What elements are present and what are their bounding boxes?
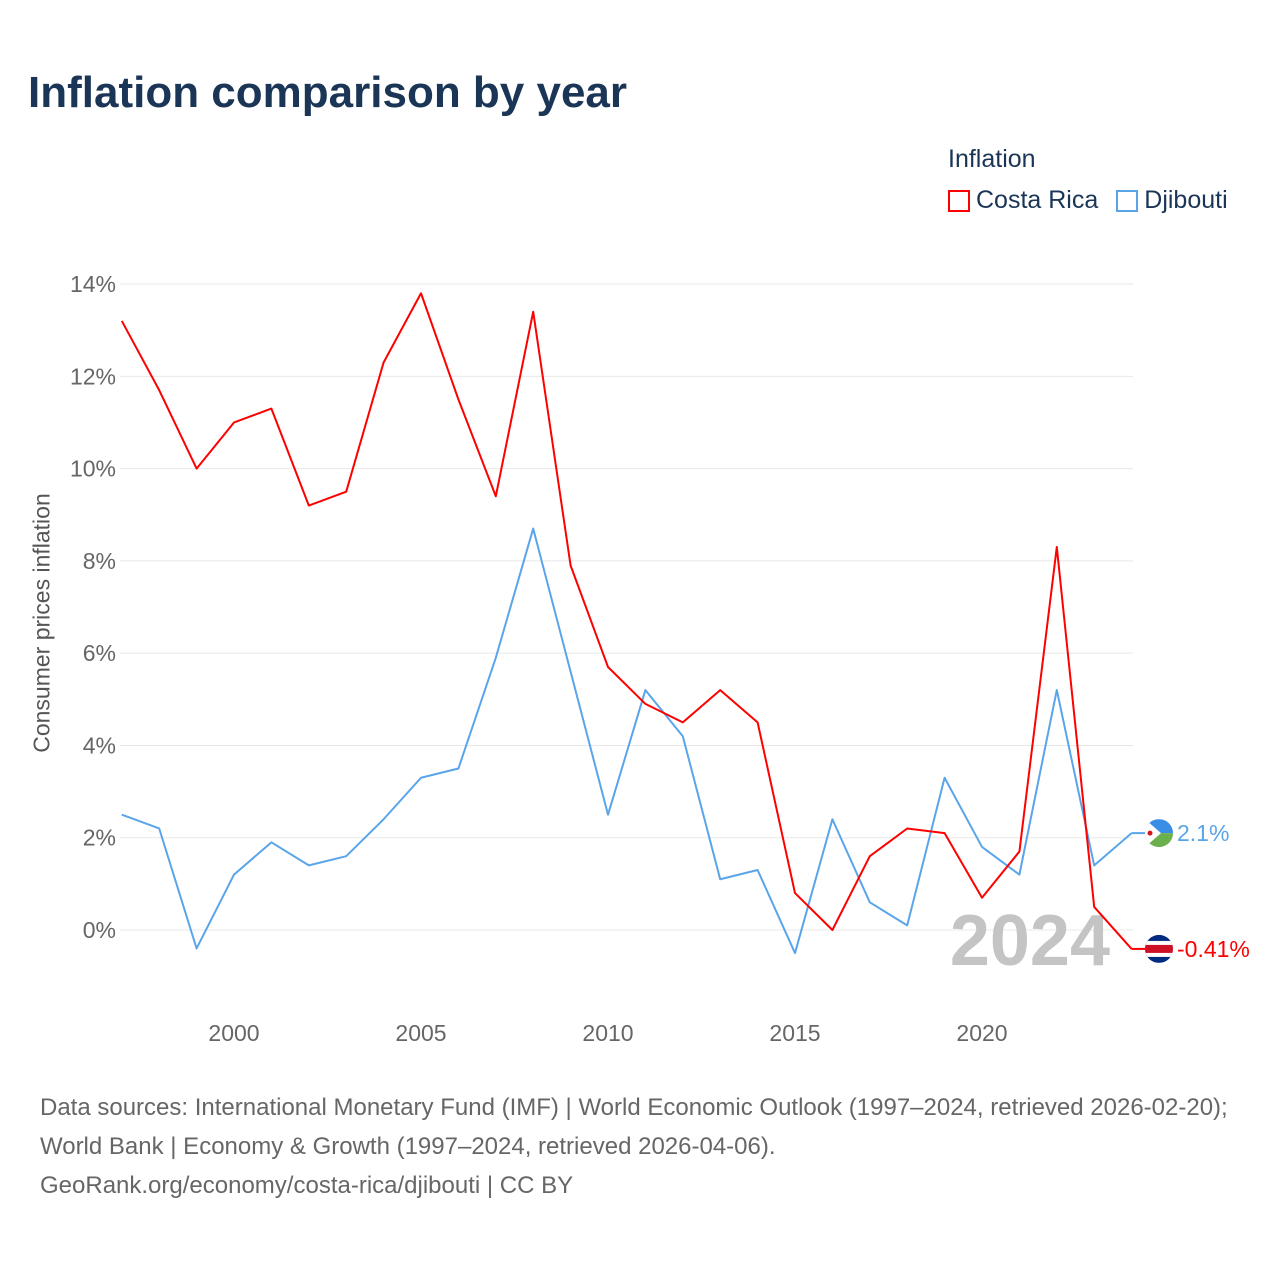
end-value-label: 2.1% bbox=[1177, 820, 1229, 846]
legend-item-djibouti[interactable]: Djibouti bbox=[1116, 186, 1228, 215]
y-tick-label: 6% bbox=[83, 640, 116, 666]
legend-label: Costa Rica bbox=[976, 186, 1099, 214]
y-tick-label: 12% bbox=[70, 363, 116, 389]
y-tick-label: 0% bbox=[83, 917, 116, 943]
x-tick-label: 2005 bbox=[395, 1020, 446, 1046]
data-sources: Data sources: International Monetary Fun… bbox=[40, 1094, 1228, 1160]
end-value-label: -0.41% bbox=[1177, 936, 1250, 962]
y-tick-label: 4% bbox=[83, 732, 116, 758]
legend-label: Djibouti bbox=[1144, 186, 1228, 214]
legend: Costa Rica Djibouti bbox=[948, 186, 1228, 215]
legend-swatch-djibouti bbox=[1116, 189, 1139, 212]
legend-item-costa-rica[interactable]: Costa Rica bbox=[948, 186, 1098, 215]
x-tick-label: 2020 bbox=[956, 1020, 1007, 1046]
djibouti-flag-icon bbox=[1145, 819, 1173, 848]
y-tick-label: 8% bbox=[83, 548, 116, 574]
series-line-djibouti bbox=[121, 527, 1133, 955]
series-line-costa-rica bbox=[120, 292, 1133, 950]
x-tick-label: 2010 bbox=[582, 1020, 633, 1046]
x-tick-label: 2015 bbox=[769, 1020, 820, 1046]
y-tick-label: 2% bbox=[83, 825, 116, 851]
chart-title: Inflation comparison by year bbox=[28, 68, 628, 117]
y-tick-label: 14% bbox=[70, 271, 116, 297]
y-tick-label: 10% bbox=[70, 456, 116, 482]
source-link[interactable]: GeoRank.org/economy/costa-rica/djibouti … bbox=[40, 1172, 574, 1199]
footer: Data sources: International Monetary Fun… bbox=[40, 1088, 1250, 1205]
x-tick-label: 2000 bbox=[208, 1020, 259, 1046]
legend-swatch-costa-rica bbox=[948, 189, 970, 212]
year-annotation: 2024 bbox=[950, 901, 1110, 981]
costa-rica-flag-icon bbox=[1145, 934, 1173, 963]
legend-title: Inflation bbox=[948, 145, 1036, 173]
